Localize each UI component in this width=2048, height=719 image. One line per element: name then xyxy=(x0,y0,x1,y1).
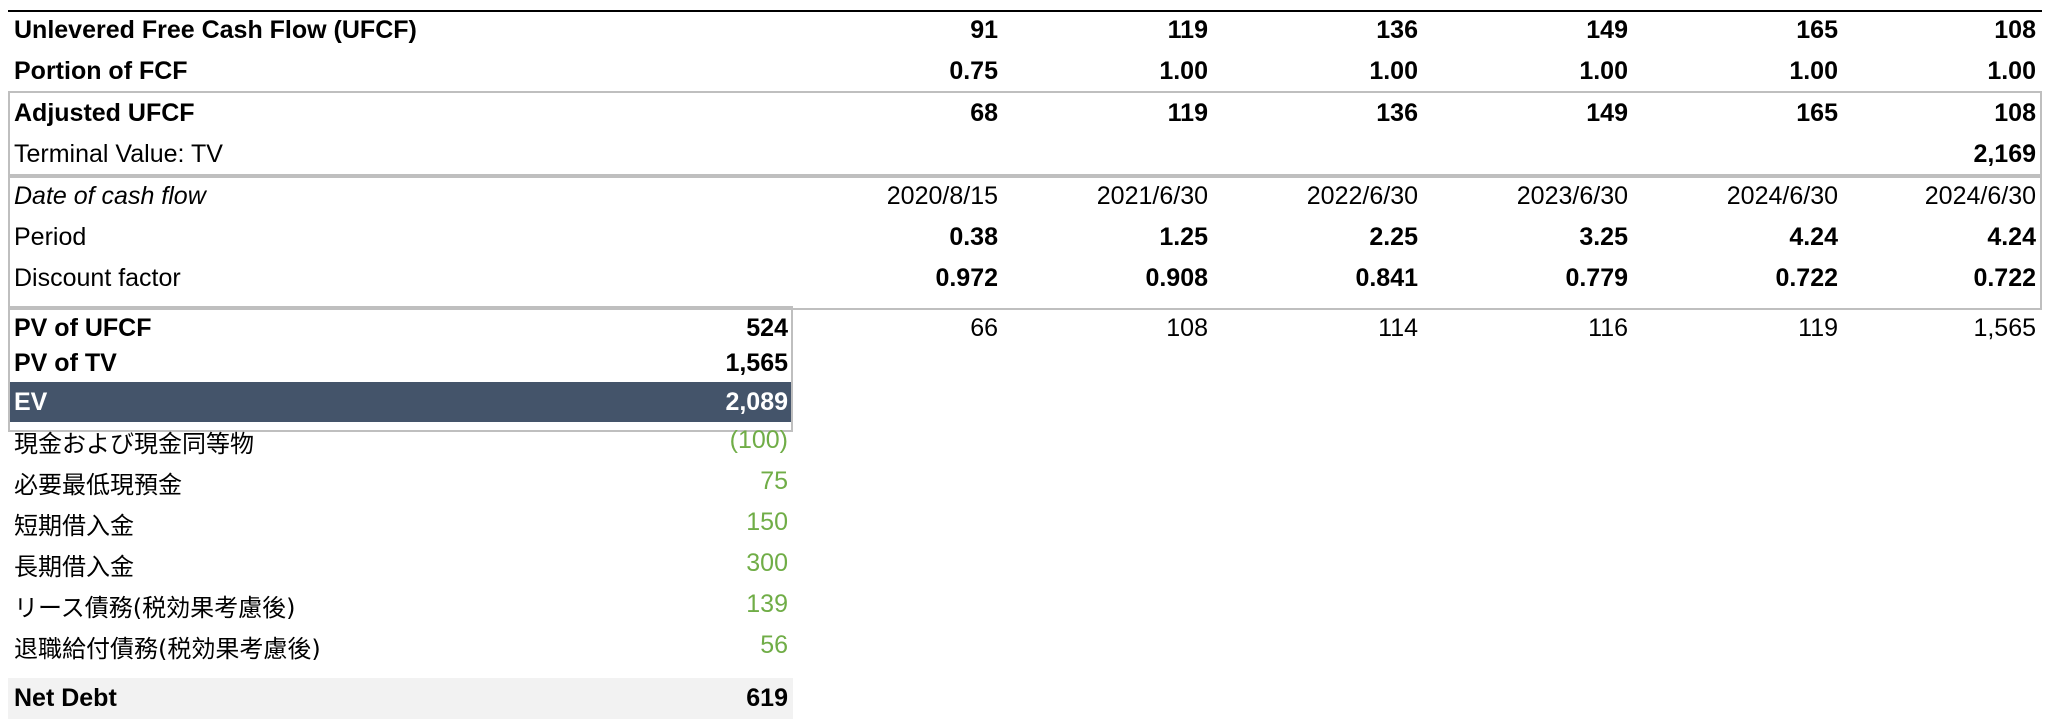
row-label: PV of UFCF xyxy=(14,314,152,342)
cell[interactable]: 0.841 xyxy=(1355,264,1418,292)
adjusted-tv-box xyxy=(8,91,2042,178)
lease-row: リース債務(税効果考慮後) 139 xyxy=(8,588,2038,629)
cash-row: 現金および現金同等物 (100) xyxy=(8,424,2038,465)
terminal-value-row: Terminal Value: TV 2,169 xyxy=(8,134,2038,175)
row-label: Portion of FCF xyxy=(14,57,188,85)
cell[interactable]: 108 xyxy=(1994,16,2036,44)
date-row: Date of cash flow 2020/8/15 2021/6/30 20… xyxy=(8,176,2038,217)
schedule-box xyxy=(8,174,2042,310)
cell[interactable]: 66 xyxy=(970,314,998,342)
row-label: 現金および現金同等物 xyxy=(14,430,254,458)
ufcf-row: Unlevered Free Cash Flow (UFCF) 91 119 1… xyxy=(8,10,2038,51)
short-term-debt-row: 短期借入金 150 xyxy=(8,506,2038,547)
total-cell[interactable]: 2,089 xyxy=(725,388,788,416)
row-label: Terminal Value: TV xyxy=(14,140,223,168)
input-cell[interactable]: 139 xyxy=(746,590,788,618)
cell[interactable]: 0.972 xyxy=(935,264,998,292)
long-term-debt-row: 長期借入金 300 xyxy=(8,547,2038,588)
cell[interactable]: 108 xyxy=(1166,314,1208,342)
cell[interactable]: 3.25 xyxy=(1579,223,1628,251)
row-label: リース債務(税効果考慮後) xyxy=(14,594,296,622)
row-label: Net Debt xyxy=(14,684,117,712)
pv-ufcf-row: PV of UFCF 524 66 108 114 116 119 1,565 xyxy=(8,308,2038,349)
portion-row: Portion of FCF 0.75 1.00 1.00 1.00 1.00 … xyxy=(8,51,2038,92)
cell[interactable]: 1.00 xyxy=(1159,57,1208,85)
row-label: Adjusted UFCF xyxy=(14,99,195,127)
discount-factor-row: Discount factor 0.972 0.908 0.841 0.779 … xyxy=(8,258,2038,299)
cell[interactable]: 0.722 xyxy=(1775,264,1838,292)
cell[interactable]: 119 xyxy=(1798,314,1838,342)
cell[interactable]: 114 xyxy=(1378,314,1418,342)
cell[interactable]: 1.25 xyxy=(1159,223,1208,251)
row-label: Unlevered Free Cash Flow (UFCF) xyxy=(14,16,417,44)
row-label: EV xyxy=(14,388,48,416)
retirement-row: 退職給付債務(税効果考慮後) 56 xyxy=(8,629,2038,670)
cell[interactable]: 91 xyxy=(970,16,998,44)
net-debt-row: Net Debt 619 xyxy=(8,678,2038,719)
cell[interactable]: 108 xyxy=(1994,99,2036,127)
cell[interactable]: 0.722 xyxy=(1973,264,2036,292)
pv-summary-box xyxy=(8,306,793,432)
cell[interactable]: 119 xyxy=(1167,16,1208,44)
ev-row: EV 2,089 xyxy=(8,382,2038,423)
row-label: 必要最低現預金 xyxy=(14,471,182,499)
row-label: Date of cash flow xyxy=(14,182,206,210)
ev-highlight xyxy=(10,382,791,422)
cell[interactable]: 1.00 xyxy=(1789,57,1838,85)
cell[interactable]: 165 xyxy=(1796,16,1838,44)
cell[interactable]: 1,565 xyxy=(1973,314,2036,342)
cell[interactable]: 2,169 xyxy=(1973,140,2036,168)
cell[interactable]: 4.24 xyxy=(1987,223,2036,251)
cell[interactable]: 2020/8/15 xyxy=(886,182,998,210)
row-label: 長期借入金 xyxy=(14,553,134,581)
input-cell[interactable]: (100) xyxy=(729,426,788,454)
input-cell[interactable]: 300 xyxy=(746,549,788,577)
cell[interactable]: 1.00 xyxy=(1987,57,2036,85)
row-label: 退職給付債務(税効果考慮後) xyxy=(14,635,321,663)
cell[interactable]: 1.00 xyxy=(1369,57,1418,85)
cell[interactable]: 116 xyxy=(1588,314,1628,342)
cell[interactable]: 2023/6/30 xyxy=(1516,182,1628,210)
cell[interactable]: 2024/6/30 xyxy=(1726,182,1838,210)
pv-tv-row: PV of TV 1,565 xyxy=(8,343,2038,384)
cell[interactable]: 1.00 xyxy=(1579,57,1628,85)
total-cell[interactable]: 619 xyxy=(746,684,788,712)
min-cash-row: 必要最低現預金 75 xyxy=(8,465,2038,506)
input-cell[interactable]: 56 xyxy=(760,631,788,659)
cell[interactable]: 2024/6/30 xyxy=(1924,182,2036,210)
row-label: Discount factor xyxy=(14,264,181,292)
top-border xyxy=(8,10,2042,12)
adjusted-ufcf-row: Adjusted UFCF 68 119 136 149 165 108 xyxy=(8,93,2038,134)
cell[interactable]: 119 xyxy=(1167,99,1208,127)
cell[interactable]: 136 xyxy=(1376,99,1418,127)
net-debt-highlight xyxy=(8,678,793,719)
row-label: Period xyxy=(14,223,87,251)
cell[interactable]: 0.38 xyxy=(949,223,998,251)
row-label: PV of TV xyxy=(14,349,117,377)
cell[interactable]: 149 xyxy=(1586,99,1628,127)
cell[interactable]: 149 xyxy=(1586,16,1628,44)
total-cell[interactable]: 524 xyxy=(746,314,788,342)
input-cell[interactable]: 150 xyxy=(746,508,788,536)
cell[interactable]: 2.25 xyxy=(1369,223,1418,251)
period-row: Period 0.38 1.25 2.25 3.25 4.24 4.24 xyxy=(8,217,2038,258)
cell[interactable]: 136 xyxy=(1376,16,1418,44)
cell[interactable]: 2022/6/30 xyxy=(1306,182,1418,210)
input-cell[interactable]: 75 xyxy=(760,467,788,495)
row-label: 短期借入金 xyxy=(14,512,134,540)
cell[interactable]: 0.779 xyxy=(1565,264,1628,292)
cell[interactable]: 68 xyxy=(970,99,998,127)
total-cell[interactable]: 1,565 xyxy=(725,349,788,377)
cell[interactable]: 0.908 xyxy=(1145,264,1208,292)
cell[interactable]: 2021/6/30 xyxy=(1096,182,1208,210)
cell[interactable]: 4.24 xyxy=(1789,223,1838,251)
cell[interactable]: 0.75 xyxy=(949,57,998,85)
cell[interactable]: 165 xyxy=(1796,99,1838,127)
